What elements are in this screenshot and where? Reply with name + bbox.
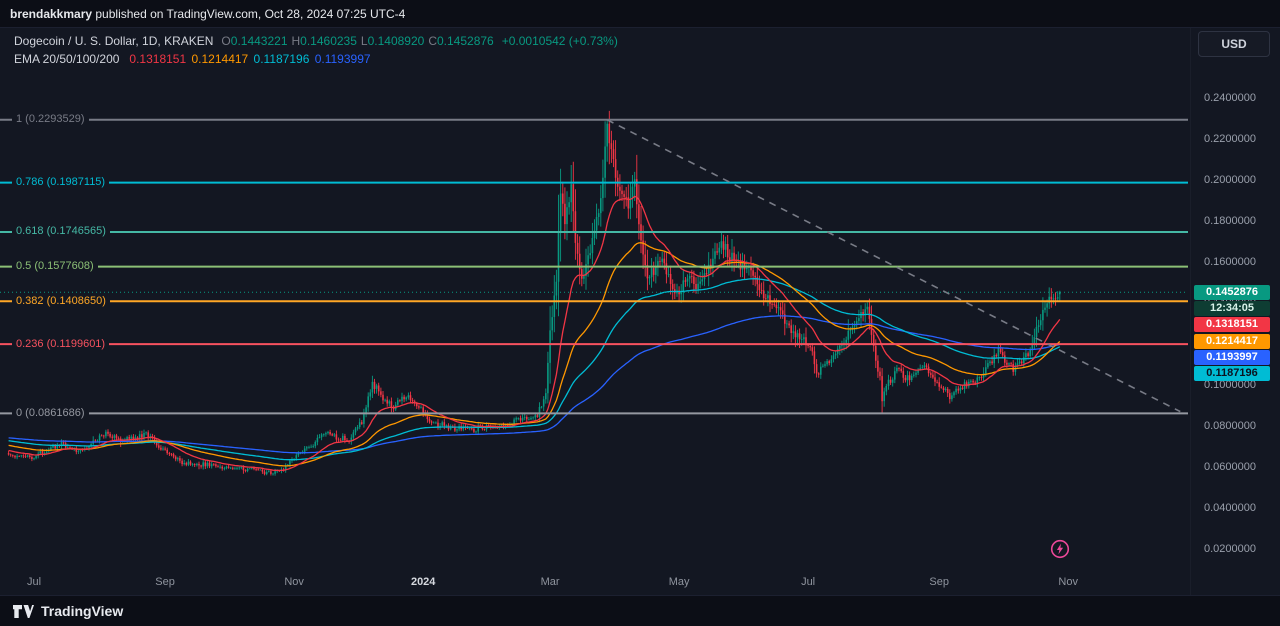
y-axis-tick: 0.0200000 xyxy=(1204,543,1256,555)
time-label-Sep: Sep xyxy=(155,576,175,588)
descending-trendline xyxy=(606,119,1181,413)
y-axis-tick: 0.1000000 xyxy=(1204,379,1256,391)
ema-200-badge: 0.1193997 xyxy=(1194,349,1270,365)
ema-50-line xyxy=(8,242,1061,467)
bar-countdown-badge: 12:34:05 xyxy=(1194,300,1270,316)
footer-bar: TradingView xyxy=(0,595,1280,626)
ema-200-value: 0.1193997 xyxy=(314,52,374,66)
ema-20-line xyxy=(8,195,1061,472)
time-label-Sep: Sep xyxy=(929,576,949,588)
candle-wicks-up xyxy=(16,119,1061,476)
publisher-bar: brendakkmary published on TradingView.co… xyxy=(0,0,1280,28)
y-axis-tick: 0.2200000 xyxy=(1204,133,1256,145)
time-label-Nov: Nov xyxy=(1058,576,1078,588)
ema-100-line xyxy=(8,278,1061,461)
y-axis-tick: 0.0400000 xyxy=(1204,502,1256,514)
time-label-Jul: Jul xyxy=(26,576,42,588)
time-label-Nov: Nov xyxy=(284,576,304,588)
ema-50-badge: 0.1214417 xyxy=(1194,333,1270,349)
lightning-icon[interactable] xyxy=(1050,539,1070,559)
footer-brand[interactable]: TradingView xyxy=(41,603,124,619)
fib-label-0.382: 0.382 (0.1408650) xyxy=(12,293,110,309)
ema-legend-row[interactable]: EMA 20/50/100/200 0.1318151 0.1214417 0.… xyxy=(14,52,618,67)
y-axis-tick: 0.1600000 xyxy=(1204,256,1256,268)
ema-indicator-label: EMA 20/50/100/200 xyxy=(14,52,120,66)
usd-button[interactable]: USD xyxy=(1198,31,1270,57)
chart-legend: Dogecoin / U. S. Dollar, 1D, KRAKEN O0.1… xyxy=(14,34,618,70)
y-axis-tick: 0.2000000 xyxy=(1204,174,1256,186)
y-axis-tick: 0.2400000 xyxy=(1204,92,1256,104)
symbol-title: Dogecoin / U. S. Dollar, 1D, KRAKEN xyxy=(14,34,214,48)
fib-label-1: 1 (0.2293529) xyxy=(12,112,89,128)
ema-20-value: 0.1318151 xyxy=(129,52,190,66)
change-value: +0.0010542 (+0.73%) xyxy=(501,34,618,48)
tradingview-logo[interactable] xyxy=(12,604,34,619)
fib-label-0.786: 0.786 (0.1987115) xyxy=(12,175,110,191)
time-label-2024: 2024 xyxy=(410,576,436,588)
ema-values: 0.1318151 0.1214417 0.1187196 0.1193997 xyxy=(129,52,375,67)
publisher-name: brendakkmary xyxy=(10,6,93,21)
y-axis-tick: 0.1800000 xyxy=(1204,215,1256,227)
high-label: H xyxy=(291,34,301,48)
publish-info: published on TradingView.com, Oct 28, 20… xyxy=(92,6,406,21)
ema-100-badge: 0.1187196 xyxy=(1194,365,1270,381)
y-axis-tick: 0.0800000 xyxy=(1204,420,1256,432)
open-label: O xyxy=(221,34,231,48)
symbol-legend-row[interactable]: Dogecoin / U. S. Dollar, 1D, KRAKEN O0.1… xyxy=(14,34,618,49)
close-label: C xyxy=(428,34,437,48)
close-value: 0.1452876 xyxy=(437,34,494,48)
open-value: 0.1443221 xyxy=(230,34,288,48)
ema-100-value: 0.1187196 xyxy=(253,52,313,66)
high-value: 0.1460235 xyxy=(300,34,357,48)
fib-label-0.236: 0.236 (0.1199601) xyxy=(12,336,110,352)
chart-pane: Dogecoin / U. S. Dollar, 1D, KRAKEN O0.1… xyxy=(0,28,1190,595)
fib-label-0: 0 (0.0861686) xyxy=(12,405,89,421)
candlestick-chart[interactable] xyxy=(0,28,1190,595)
last-price-badge: 0.1452876 xyxy=(1194,284,1270,300)
ema-200-line xyxy=(8,315,1060,454)
low-value: 0.1408920 xyxy=(367,34,425,48)
ema-50-value: 0.1214417 xyxy=(191,52,252,66)
price-axis[interactable]: 0.2400000 0.2200000 0.2000000 0.1800000 0.16… xyxy=(1190,28,1280,595)
ema-20-badge: 0.1318151 xyxy=(1194,316,1270,332)
y-axis-tick: 0.0600000 xyxy=(1204,461,1256,473)
low-label: L xyxy=(360,34,368,48)
fib-label-0.5: 0.5 (0.1577608) xyxy=(12,259,98,275)
time-label-Jul: Jul xyxy=(801,576,816,588)
time-label-Mar: Mar xyxy=(540,576,560,588)
fib-label-0.618: 0.618 (0.1746565) xyxy=(12,224,110,240)
time-label-May: May xyxy=(668,576,690,588)
